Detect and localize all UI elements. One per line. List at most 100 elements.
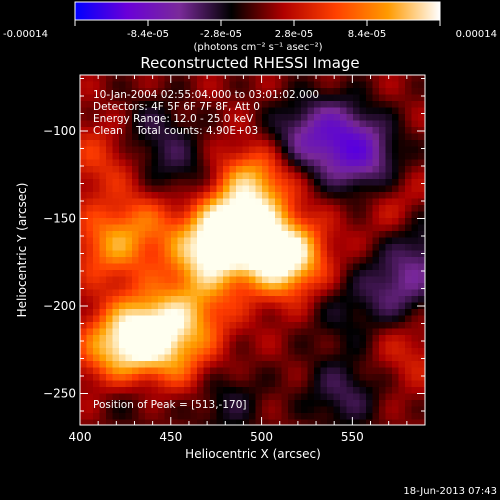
heatmap-cell <box>392 309 400 317</box>
heatmap-cell <box>242 146 250 154</box>
heatmap-cell <box>229 101 237 109</box>
heatmap-cell <box>80 231 88 239</box>
heatmap-cell <box>340 159 348 167</box>
heatmap-cell <box>132 101 140 109</box>
heatmap-cell <box>119 211 127 219</box>
heatmap-cell <box>385 315 393 323</box>
heatmap-cell <box>262 159 270 167</box>
heatmap-cell <box>99 94 107 102</box>
heatmap-cell <box>268 406 276 414</box>
heatmap-cell <box>242 348 250 356</box>
heatmap-cell <box>424 335 425 343</box>
heatmap-cell <box>353 146 361 154</box>
heatmap-cell <box>190 244 198 252</box>
heatmap-cell <box>294 257 302 265</box>
heatmap-cell <box>80 419 88 425</box>
heatmap-cell <box>385 198 393 206</box>
heatmap-cell <box>242 283 250 291</box>
heatmap-cell <box>138 302 146 310</box>
heatmap-cell <box>359 146 367 154</box>
heatmap-cell <box>151 81 159 89</box>
heatmap-cell <box>171 341 179 349</box>
heatmap-cell <box>229 231 237 239</box>
heatmap-cell <box>268 380 276 388</box>
heatmap-cell <box>320 211 328 219</box>
heatmap-cell <box>320 153 328 161</box>
heatmap-cell <box>99 185 107 193</box>
heatmap-cell <box>184 348 192 356</box>
heatmap-cell <box>93 263 101 271</box>
heatmap-cell <box>210 244 218 252</box>
heatmap-cell <box>80 263 88 271</box>
heatmap-cell <box>262 328 270 336</box>
heatmap-cell <box>255 387 263 395</box>
heatmap-cell <box>385 224 393 232</box>
heatmap-cell <box>255 341 263 349</box>
heatmap-cell <box>197 75 205 83</box>
heatmap-cell <box>275 315 283 323</box>
heatmap-cell <box>268 315 276 323</box>
heatmap-cell <box>184 302 192 310</box>
heatmap-cell <box>385 276 393 284</box>
heatmap-cell <box>106 263 114 271</box>
heatmap-cell <box>132 387 140 395</box>
heatmap-cell <box>418 380 425 388</box>
heatmap-cell <box>132 211 140 219</box>
heatmap-cell <box>418 419 425 425</box>
heatmap-cell <box>294 224 302 232</box>
heatmap-cell <box>314 198 322 206</box>
heatmap-cell <box>333 107 341 115</box>
heatmap-cell <box>424 231 425 239</box>
heatmap-cell <box>385 250 393 258</box>
heatmap-cell <box>385 263 393 271</box>
heatmap-cell <box>314 328 322 336</box>
heatmap-cell <box>405 159 413 167</box>
heatmap-cell <box>171 419 179 425</box>
heatmap-cell <box>203 406 211 414</box>
heatmap-cell <box>424 393 425 401</box>
heatmap-cell <box>112 114 120 122</box>
heatmap-cell <box>210 211 218 219</box>
heatmap-cell <box>359 94 367 102</box>
heatmap-cell <box>262 75 270 83</box>
heatmap-cell <box>112 172 120 180</box>
heatmap-cell <box>86 185 94 193</box>
heatmap-cell <box>340 237 348 245</box>
heatmap-cell <box>210 322 218 330</box>
heatmap-cell <box>119 159 127 167</box>
heatmap-cell <box>353 413 361 421</box>
heatmap-cell <box>346 322 354 330</box>
heatmap-cell <box>177 413 185 421</box>
heatmap-cell <box>138 374 146 382</box>
heatmap-cell <box>385 380 393 388</box>
heatmap-cell <box>210 354 218 362</box>
heatmap-cell <box>333 140 341 148</box>
heatmap-cell <box>119 250 127 258</box>
heatmap-cell <box>353 380 361 388</box>
heatmap-cell <box>236 335 244 343</box>
heatmap-cell <box>340 419 348 425</box>
heatmap-cell <box>119 218 127 226</box>
heatmap-cell <box>268 179 276 187</box>
heatmap-cell <box>411 419 419 425</box>
heatmap-cell <box>112 140 120 148</box>
heatmap-cell <box>119 107 127 115</box>
heatmap-cell <box>294 387 302 395</box>
heatmap-cell <box>333 302 341 310</box>
heatmap-cell <box>106 393 114 401</box>
heatmap-cell <box>327 413 335 421</box>
heatmap-cell <box>262 179 270 187</box>
heatmap-cell <box>223 302 231 310</box>
heatmap-cell <box>340 354 348 362</box>
heatmap-cell <box>359 263 367 271</box>
heatmap-cell <box>392 185 400 193</box>
heatmap-cell <box>164 237 172 245</box>
heatmap-cell <box>164 218 172 226</box>
heatmap-cell <box>236 354 244 362</box>
heatmap-cell <box>158 205 166 213</box>
heatmap-cell <box>86 114 94 122</box>
heatmap-cell <box>184 361 192 369</box>
heatmap-cell <box>301 231 309 239</box>
heatmap-cell <box>223 146 231 154</box>
heatmap-cell <box>177 406 185 414</box>
